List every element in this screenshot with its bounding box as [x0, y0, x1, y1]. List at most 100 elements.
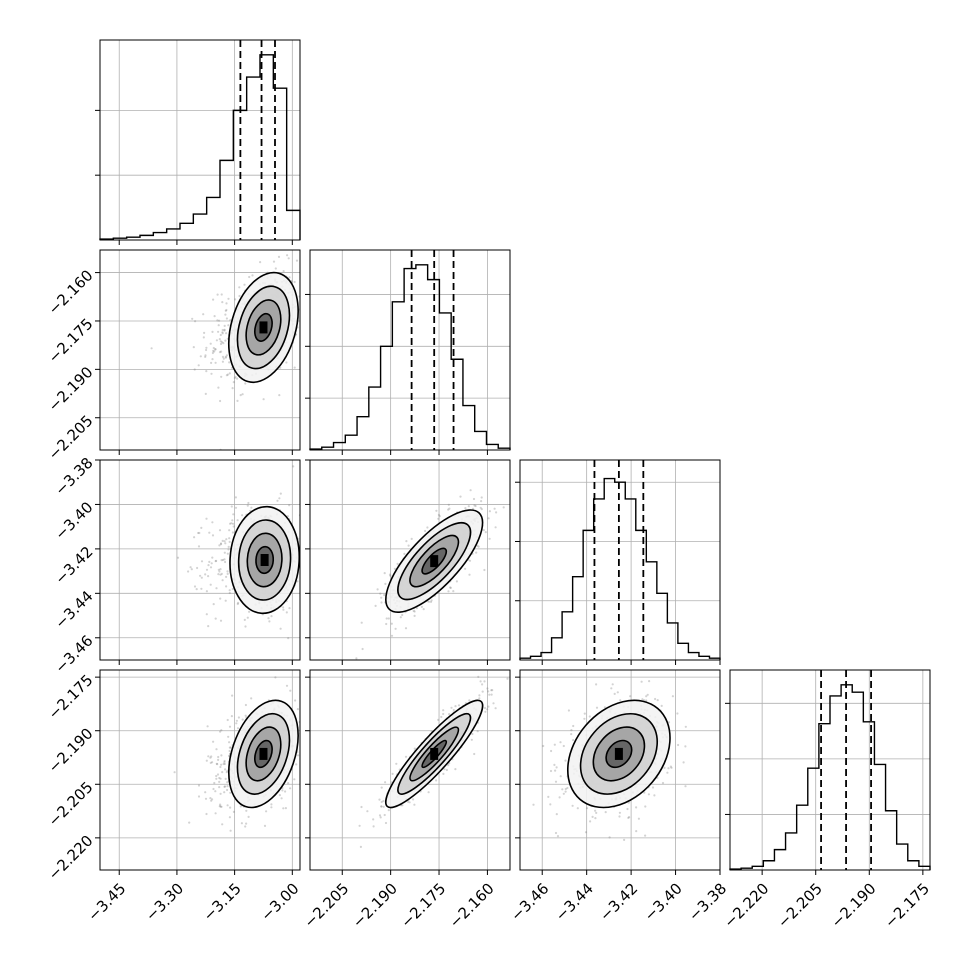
scatter-point [379, 592, 382, 595]
scatter-point [382, 799, 385, 803]
scatter-point [272, 260, 276, 263]
scatter-point [305, 701, 307, 703]
scatter-point [481, 690, 484, 693]
scatter-point [234, 496, 237, 499]
density-contour [254, 312, 273, 342]
hist-1-steps [99, 54, 301, 240]
scatter-point [219, 568, 222, 571]
scatter-point [562, 792, 565, 795]
scatter-point [559, 741, 562, 744]
scatter-point [647, 793, 651, 796]
scatter-point [235, 719, 238, 722]
hist-panel-4 [725, 669, 931, 875]
scatter-point [427, 600, 431, 603]
scatter-point [303, 739, 305, 741]
scatter-point [490, 693, 493, 696]
scatter-point [490, 689, 493, 692]
scatter-point [213, 350, 216, 353]
scatter-point [232, 381, 235, 384]
scatter-point [380, 805, 383, 808]
scatter-point [610, 687, 613, 690]
scatter-point [385, 622, 388, 626]
scatter-point [287, 257, 290, 260]
x-tick-label-p4-0: −2.220 [720, 880, 772, 932]
scatter-point [211, 358, 214, 361]
scatter-point [284, 807, 287, 810]
scatter-point [616, 691, 619, 694]
scatter-point [226, 788, 229, 792]
scatter-point [238, 294, 241, 298]
scatter-point [270, 803, 273, 806]
scatter-point [387, 617, 390, 620]
pair-panel-2-4 [305, 669, 511, 875]
scatter-point [408, 801, 411, 804]
scatter-point [306, 553, 308, 555]
scatter-point [403, 552, 406, 556]
scatter-point [224, 768, 227, 771]
scatter-point [229, 829, 232, 832]
hist-panel-3 [515, 459, 721, 665]
scatter-point [684, 785, 687, 788]
scatter-point [640, 680, 643, 683]
scatter-point [223, 328, 226, 331]
scatter-point [307, 750, 309, 752]
scatter-point [210, 361, 213, 364]
scatter-point [413, 610, 416, 613]
scatter-point [666, 771, 669, 774]
scatter-point [219, 803, 222, 806]
scatter-point [304, 312, 306, 314]
scatter-point [219, 765, 222, 769]
scatter-point [223, 761, 226, 764]
y-tick-label-p2-2: −2.175 [45, 315, 97, 367]
scatter-point [224, 309, 227, 312]
scatter-point [205, 759, 208, 762]
scatter-point [412, 798, 415, 801]
scatter-point [292, 465, 295, 468]
scatter-point [635, 830, 638, 833]
scatter-point [437, 513, 440, 517]
density-core [260, 554, 269, 566]
scatter-point [224, 777, 227, 781]
scatter-point [618, 811, 622, 814]
scatter-point [217, 386, 220, 389]
scatter-point [468, 699, 471, 702]
scatter-point [482, 529, 485, 532]
scatter-point [282, 608, 285, 611]
scatter-point [241, 514, 244, 517]
scatter-point [483, 568, 486, 572]
scatter-point [285, 361, 288, 364]
scatter-point [207, 755, 210, 758]
scatter-point [637, 817, 641, 820]
scatter-point [473, 504, 476, 507]
density-contour [579, 712, 659, 795]
scatter-point [221, 558, 225, 562]
scatter-point [219, 340, 222, 343]
scatter-point [571, 804, 574, 807]
scatter-point [384, 582, 387, 586]
scatter-point [221, 328, 224, 332]
scatter-point [200, 526, 203, 530]
scatter-point [594, 817, 597, 820]
scatter-point [218, 786, 221, 789]
scatter-point [468, 559, 472, 562]
scatter-point [438, 515, 441, 518]
scatter-point [246, 616, 249, 619]
scatter-point [293, 366, 296, 369]
scatter-point [302, 548, 304, 550]
scatter-point [380, 596, 383, 599]
density-contour [409, 534, 460, 588]
scatter-point [200, 560, 204, 563]
scatter-point [452, 708, 455, 712]
scatter-point [487, 517, 490, 520]
scatter-point [209, 797, 212, 800]
scatter-point [585, 807, 589, 810]
scatter-point [265, 810, 268, 813]
scatter-point [214, 617, 217, 620]
scatter-point [221, 341, 224, 344]
scatter-point [274, 267, 277, 270]
pair-panel-1-2 [95, 249, 306, 455]
scatter-point [212, 346, 215, 350]
pair-content [176, 465, 308, 640]
scatter-point [564, 759, 567, 762]
scatter-point [222, 762, 225, 766]
